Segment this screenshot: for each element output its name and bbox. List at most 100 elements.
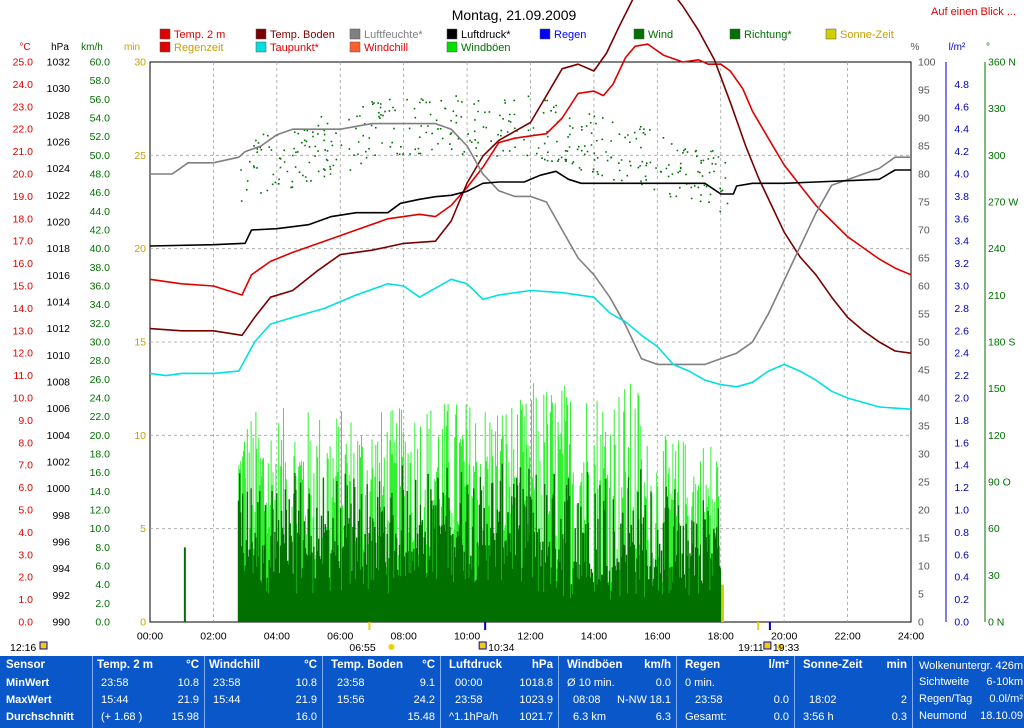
sonne-r2b: 2 bbox=[900, 694, 907, 706]
tick-temp: 21.0 bbox=[13, 146, 34, 158]
tick-wind: 46.0 bbox=[90, 187, 111, 199]
row-label-sensor: Sensor bbox=[6, 659, 45, 671]
tick-press: 1020 bbox=[47, 217, 71, 229]
tick-x: 06:00 bbox=[327, 631, 353, 643]
tick-hum: 10 bbox=[918, 561, 930, 573]
tick-temp: 23.0 bbox=[13, 101, 34, 113]
legend-swatch-9 bbox=[255, 41, 267, 53]
tick-press: 1002 bbox=[47, 457, 71, 469]
tick-rain: 0.2 bbox=[954, 594, 969, 606]
tick-rain: 4.4 bbox=[954, 124, 969, 136]
stats-luftdruck-unit: hPa bbox=[531, 659, 553, 671]
windchill-min-time: 23:58 bbox=[213, 677, 241, 689]
tick-x: 02:00 bbox=[200, 631, 226, 643]
marker-label-0: 12:16 bbox=[10, 642, 36, 654]
stats-regen-unit: l/m² bbox=[768, 659, 789, 671]
tick-temp: 7.0 bbox=[18, 460, 33, 472]
tick-press: 1026 bbox=[47, 137, 71, 149]
tick-x: 08:00 bbox=[391, 631, 417, 643]
series-line-0 bbox=[149, 43, 912, 296]
tick-x: 24:00 bbox=[898, 631, 924, 643]
tick-wind: 44.0 bbox=[90, 206, 111, 218]
tick-press: 1024 bbox=[47, 163, 71, 175]
tick-hum: 60 bbox=[918, 281, 930, 293]
windboeen-r3b: 6.3 bbox=[655, 711, 671, 723]
tick-temp: 1.0 bbox=[18, 594, 33, 606]
tick-hum: 30 bbox=[918, 449, 930, 461]
series-line-3 bbox=[149, 169, 911, 247]
luftdruck-min: 1018.8 bbox=[519, 677, 553, 689]
tick-rain: 4.0 bbox=[954, 169, 969, 181]
stats-sonne-unit: min bbox=[886, 659, 907, 671]
marker-label-4: 19:33 bbox=[773, 642, 799, 654]
luftdruck-avg-note: ^1.1hPa/h bbox=[449, 711, 499, 723]
windboeen-r2b: N-NW bbox=[617, 694, 647, 706]
stats-regen: Regen l/m² 0 min. 23:58 0.0 Gesamt: 0.0 bbox=[676, 656, 795, 728]
tick-rain: 1.4 bbox=[954, 460, 969, 472]
tick-x: 18:00 bbox=[708, 631, 734, 643]
marker-label-2: 10:34 bbox=[488, 642, 514, 654]
tick-dir: 330 bbox=[988, 103, 1006, 115]
tick-wind: 54.0 bbox=[90, 113, 111, 125]
stats-luftdruck: Luftdruck hPa 00:00 1018.8 23:58 1023.9 … bbox=[440, 656, 559, 728]
tick-temp: 22.0 bbox=[13, 124, 34, 136]
tick-rain: 4.6 bbox=[954, 101, 969, 113]
tick-wind: 0.0 bbox=[95, 617, 110, 629]
tick-temp: 25.0 bbox=[13, 57, 34, 69]
stats-sonne: Sonne-Zeit min 18:02 2 3:56 h 0.3 bbox=[794, 656, 913, 728]
tick-temp: 19.0 bbox=[13, 191, 34, 203]
unit-min: min bbox=[124, 42, 140, 53]
tick-wind: 58.0 bbox=[90, 75, 111, 87]
tick-wind: 16.0 bbox=[90, 467, 111, 479]
auf-einen-blick-link[interactable]: Auf einen Blick ... bbox=[931, 6, 1016, 18]
tick-wind: 12.0 bbox=[90, 505, 111, 517]
extra-1-key: Sichtweite bbox=[919, 676, 970, 688]
boden-max-time: 15:56 bbox=[337, 694, 365, 706]
tick-wind: 30.0 bbox=[90, 337, 111, 349]
marker-icon-0 bbox=[39, 641, 48, 650]
legend-swatch-11 bbox=[446, 41, 458, 53]
stats-temp2m-unit: °C bbox=[186, 659, 199, 671]
stats-windboeen-title: Windböen bbox=[567, 659, 623, 671]
tick-wind: 28.0 bbox=[90, 355, 111, 367]
tick-press: 996 bbox=[52, 537, 70, 549]
tick-dir: 360 N bbox=[988, 57, 1016, 69]
tick-temp: 13.0 bbox=[13, 325, 34, 337]
tick-wind: 20.0 bbox=[90, 430, 111, 442]
luftdruck-avg: 1021.7 bbox=[519, 711, 553, 723]
tick-wind: 38.0 bbox=[90, 262, 111, 274]
stats-sonne-title: Sonne-Zeit bbox=[803, 659, 863, 671]
tick-temp: 18.0 bbox=[13, 213, 34, 225]
stats-windchill-unit: °C bbox=[304, 659, 317, 671]
tick-wind: 26.0 bbox=[90, 374, 111, 386]
unit-temp: °C bbox=[19, 42, 30, 53]
row-label-avg: Durchschnitt bbox=[6, 711, 74, 723]
stats-table: Sensor MinWert MaxWert Durchschnitt Temp… bbox=[0, 656, 1024, 728]
tick-press: 1022 bbox=[47, 190, 71, 202]
tick-hum: 100 bbox=[918, 57, 936, 69]
tick-hum: 85 bbox=[918, 141, 930, 153]
tick-hum: 45 bbox=[918, 365, 930, 377]
tick-temp: 15.0 bbox=[13, 281, 34, 293]
tick-min: 20 bbox=[134, 243, 146, 255]
tick-press: 1006 bbox=[47, 403, 71, 415]
row-label-min: MinWert bbox=[6, 677, 50, 689]
tick-rain: 2.0 bbox=[954, 393, 969, 405]
tick-dir: 0 N bbox=[988, 617, 1004, 629]
legend-swatch-6 bbox=[729, 28, 741, 40]
stats-regen-title: Regen bbox=[685, 659, 721, 671]
regen-r3b: 0.0 bbox=[773, 711, 789, 723]
tick-hum: 55 bbox=[918, 309, 930, 321]
tick-rain: 3.2 bbox=[954, 258, 969, 270]
marker-icon-2 bbox=[478, 641, 487, 650]
stats-windboeen: Windböen km/h Ø 10 min. 0.0 08:08 N-NW 1… bbox=[558, 656, 677, 728]
wind-bars bbox=[183, 383, 722, 622]
tick-press: 1008 bbox=[47, 377, 71, 389]
tick-dir: 180 S bbox=[988, 337, 1015, 349]
luftdruck-min-time: 00:00 bbox=[455, 677, 483, 689]
windboeen-r1b: 0.0 bbox=[655, 677, 671, 689]
series-line-1 bbox=[149, 0, 912, 354]
legend-label-7: Sonne-Zeit bbox=[840, 29, 894, 41]
windchill-min: 10.8 bbox=[295, 677, 317, 689]
tick-hum: 50 bbox=[918, 337, 930, 349]
